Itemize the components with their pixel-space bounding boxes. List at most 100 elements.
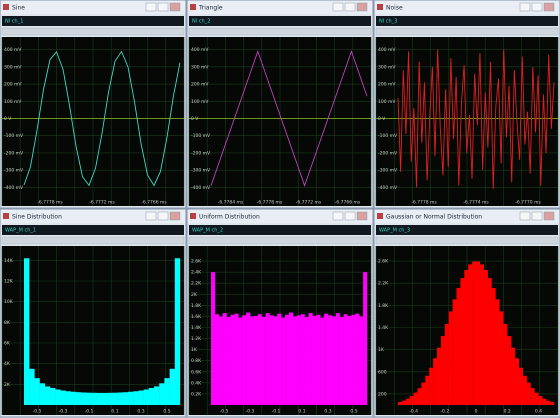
histogram-bar xyxy=(308,313,313,405)
scroll-strip[interactable] xyxy=(375,27,559,36)
y-tick-label: 0 V xyxy=(191,116,199,122)
y-tick-label: 200 mV xyxy=(191,82,209,88)
minimize-button[interactable] xyxy=(332,211,344,221)
histogram-bar xyxy=(81,392,87,405)
y-tick-label: 2.6K xyxy=(378,259,389,265)
histogram-bar xyxy=(148,387,155,405)
y-tick-label: 0.4K xyxy=(191,380,202,386)
histogram-bar xyxy=(50,387,56,405)
histogram-bar xyxy=(296,315,301,405)
channel-name: NI ch_1 xyxy=(5,19,23,25)
scroll-strip[interactable] xyxy=(188,27,372,36)
histogram-bar xyxy=(154,386,160,405)
waveform xyxy=(397,49,555,190)
maximize-button[interactable] xyxy=(344,2,356,12)
y-tick-label: 1K xyxy=(378,347,385,353)
y-tick-label: 300 mV xyxy=(4,64,22,70)
histogram-bar xyxy=(169,368,175,405)
histogram-bar xyxy=(234,313,239,405)
histogram-bar xyxy=(542,398,547,405)
maximize-button[interactable] xyxy=(531,211,543,221)
maximize-button[interactable] xyxy=(157,211,169,221)
x-tick-label: -6.7772 ms xyxy=(296,200,322,206)
x-tick-label: -0.1 xyxy=(85,409,94,415)
histogram-bar xyxy=(107,392,113,405)
close-button[interactable] xyxy=(169,2,181,12)
histogram-bar xyxy=(401,400,406,405)
histogram-bar xyxy=(174,258,181,405)
window-title: Sine xyxy=(12,5,25,12)
x-tick-label: -6.7778 ms xyxy=(37,200,63,206)
minimize-button[interactable] xyxy=(332,2,344,12)
y-tick-label: 2.6K xyxy=(191,259,202,265)
scroll-strip[interactable] xyxy=(188,236,372,245)
histogram-bar xyxy=(34,378,40,405)
maximize-button[interactable] xyxy=(344,211,356,221)
histogram-bar xyxy=(253,315,258,405)
y-tick-label: 1.4K xyxy=(378,325,389,331)
title-bar xyxy=(1,1,185,14)
histogram-bar xyxy=(76,392,82,405)
maximize-button[interactable] xyxy=(157,2,169,12)
histogram-bar xyxy=(273,316,278,405)
x-tick-label: -0.5 xyxy=(33,409,42,415)
minimize-button[interactable] xyxy=(519,2,531,12)
scroll-strip[interactable] xyxy=(375,236,559,245)
histogram-bar xyxy=(359,316,364,405)
x-tick-label: -0.2 xyxy=(440,409,449,415)
histogram-bar xyxy=(164,378,170,405)
y-tick-label: 400 mV xyxy=(378,47,396,53)
histogram-bar xyxy=(128,391,134,405)
x-tick-label: 0.3 xyxy=(324,409,331,415)
scroll-strip[interactable] xyxy=(1,236,185,245)
histogram-bar xyxy=(347,315,352,405)
histogram-bar xyxy=(507,336,512,405)
histogram-bar xyxy=(324,313,329,405)
y-tick-label: -400 mV xyxy=(378,185,398,191)
histogram-bar xyxy=(250,316,255,405)
histogram-bar xyxy=(304,316,309,405)
window: Uniform Distribution WAP_M ch_2 0.2K 0.4K 0.… xyxy=(186,208,374,418)
channel-bar xyxy=(2,225,184,235)
histogram-bar xyxy=(515,358,520,405)
histogram-bar xyxy=(530,388,535,405)
histogram-bar xyxy=(495,299,500,405)
histogram-bar xyxy=(343,314,348,405)
scroll-strip[interactable] xyxy=(1,27,185,36)
histogram-bar xyxy=(499,311,504,405)
y-tick-label: 1.2K xyxy=(191,336,202,342)
histogram-bar xyxy=(429,367,434,405)
minimize-button[interactable] xyxy=(145,211,157,221)
y-tick-label: -200 mV xyxy=(191,150,211,156)
close-button[interactable] xyxy=(543,211,555,221)
x-tick-label: 0.5 xyxy=(163,409,170,415)
x-tick-label: -0.1 xyxy=(272,409,281,415)
histogram-bar xyxy=(335,313,340,405)
histogram-bar xyxy=(448,311,453,405)
minimize-button[interactable] xyxy=(145,2,157,12)
histogram-bar xyxy=(24,258,30,405)
x-tick-label: -6.7778 ms xyxy=(411,200,437,206)
histogram-bar xyxy=(60,390,66,405)
histogram-bar xyxy=(222,313,227,405)
channel-bar xyxy=(376,225,558,235)
minimize-button[interactable] xyxy=(519,211,531,221)
maximize-button[interactable] xyxy=(531,2,543,12)
window-icon xyxy=(3,213,9,219)
histogram-bar xyxy=(487,278,492,405)
histogram-bar xyxy=(491,287,496,405)
histogram-bar xyxy=(433,358,438,405)
y-tick-label: 0 V xyxy=(4,116,12,122)
histogram-bar xyxy=(479,264,484,405)
close-button[interactable] xyxy=(356,211,368,221)
close-button[interactable] xyxy=(169,211,181,221)
channel-name: WAP_M ch_2 xyxy=(192,228,223,234)
close-button[interactable] xyxy=(356,2,368,12)
window-icon xyxy=(377,4,383,10)
histogram-bar xyxy=(138,390,144,405)
histogram-bar xyxy=(238,317,243,405)
histogram-bar xyxy=(70,391,77,405)
close-button[interactable] xyxy=(543,2,555,12)
